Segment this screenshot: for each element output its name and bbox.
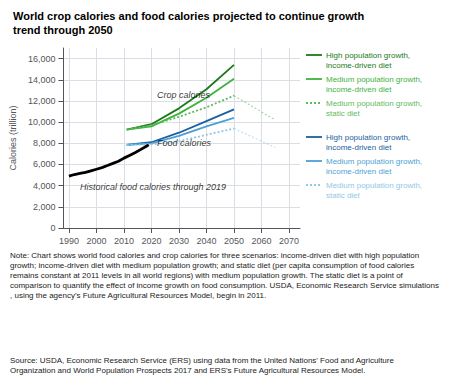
svg-text:remains constant at 2011 level: remains constant at 2011 levels in all w…	[10, 271, 405, 280]
svg-text:0: 0	[50, 223, 55, 233]
svg-text:4,000: 4,000	[33, 181, 56, 191]
svg-text:Crop calories: Crop calories	[157, 90, 211, 100]
svg-text:income-driven diet: income-driven diet	[326, 61, 392, 70]
svg-text:2030: 2030	[169, 236, 189, 246]
svg-text:income-driven diet: income-driven diet	[326, 85, 392, 94]
svg-text:6,000: 6,000	[33, 159, 56, 169]
svg-text:Note: Chart shows world food c: Note: Chart shows world food calories an…	[10, 251, 421, 260]
svg-text:growth; income-driven diet wit: growth; income-driven diet with medium p…	[10, 261, 416, 270]
svg-text:2060: 2060	[251, 236, 271, 246]
svg-text:, using the agency's Future Ag: , using the agency's Future Agricultural…	[10, 291, 266, 300]
svg-text:1990: 1990	[59, 236, 79, 246]
svg-text:Medium population growth,: Medium population growth,	[326, 75, 422, 84]
svg-text:2040: 2040	[196, 236, 216, 246]
svg-text:2050: 2050	[224, 236, 244, 246]
svg-text:2020: 2020	[141, 236, 161, 246]
svg-text:Medium population growth,: Medium population growth,	[326, 181, 422, 190]
svg-text:10,000: 10,000	[28, 117, 56, 127]
svg-text:Medium population growth,: Medium population growth,	[326, 157, 422, 166]
svg-text:Organization and World Populat: Organization and World Population Prospe…	[10, 366, 365, 375]
svg-text:Medium population growth,: Medium population growth,	[326, 99, 422, 108]
svg-text:12,000: 12,000	[28, 96, 56, 106]
svg-text:14,000: 14,000	[28, 75, 56, 85]
svg-text:High population growth,: High population growth,	[326, 133, 410, 142]
svg-text:Calories (trillion): Calories (trillion)	[8, 105, 18, 170]
svg-text:Historical food calories throu: Historical food calories through 2019	[80, 182, 226, 192]
svg-text:static diet: static diet	[326, 109, 361, 118]
svg-text:income-driven diet: income-driven diet	[326, 167, 392, 176]
svg-text:Food calories: Food calories	[157, 138, 212, 148]
svg-text:2010: 2010	[114, 236, 134, 246]
svg-text:World crop calories and food c: World crop calories and food calories pr…	[13, 10, 365, 22]
svg-text:2000: 2000	[86, 236, 106, 246]
svg-text:High population growth,: High population growth,	[326, 51, 410, 60]
svg-text:trend through 2050: trend through 2050	[13, 24, 113, 36]
svg-text:static diet: static diet	[326, 191, 361, 200]
svg-text:2070: 2070	[279, 236, 299, 246]
svg-text:income-driven diet: income-driven diet	[326, 143, 392, 152]
svg-text:Source: USDA, Economic Researc: Source: USDA, Economic Research Service …	[10, 356, 396, 365]
svg-text:8,000: 8,000	[33, 138, 56, 148]
svg-text:2,000: 2,000	[33, 202, 56, 212]
svg-text:comparison to quantify the eff: comparison to quantify the effect of inc…	[10, 281, 439, 290]
svg-text:16,000: 16,000	[28, 54, 56, 64]
